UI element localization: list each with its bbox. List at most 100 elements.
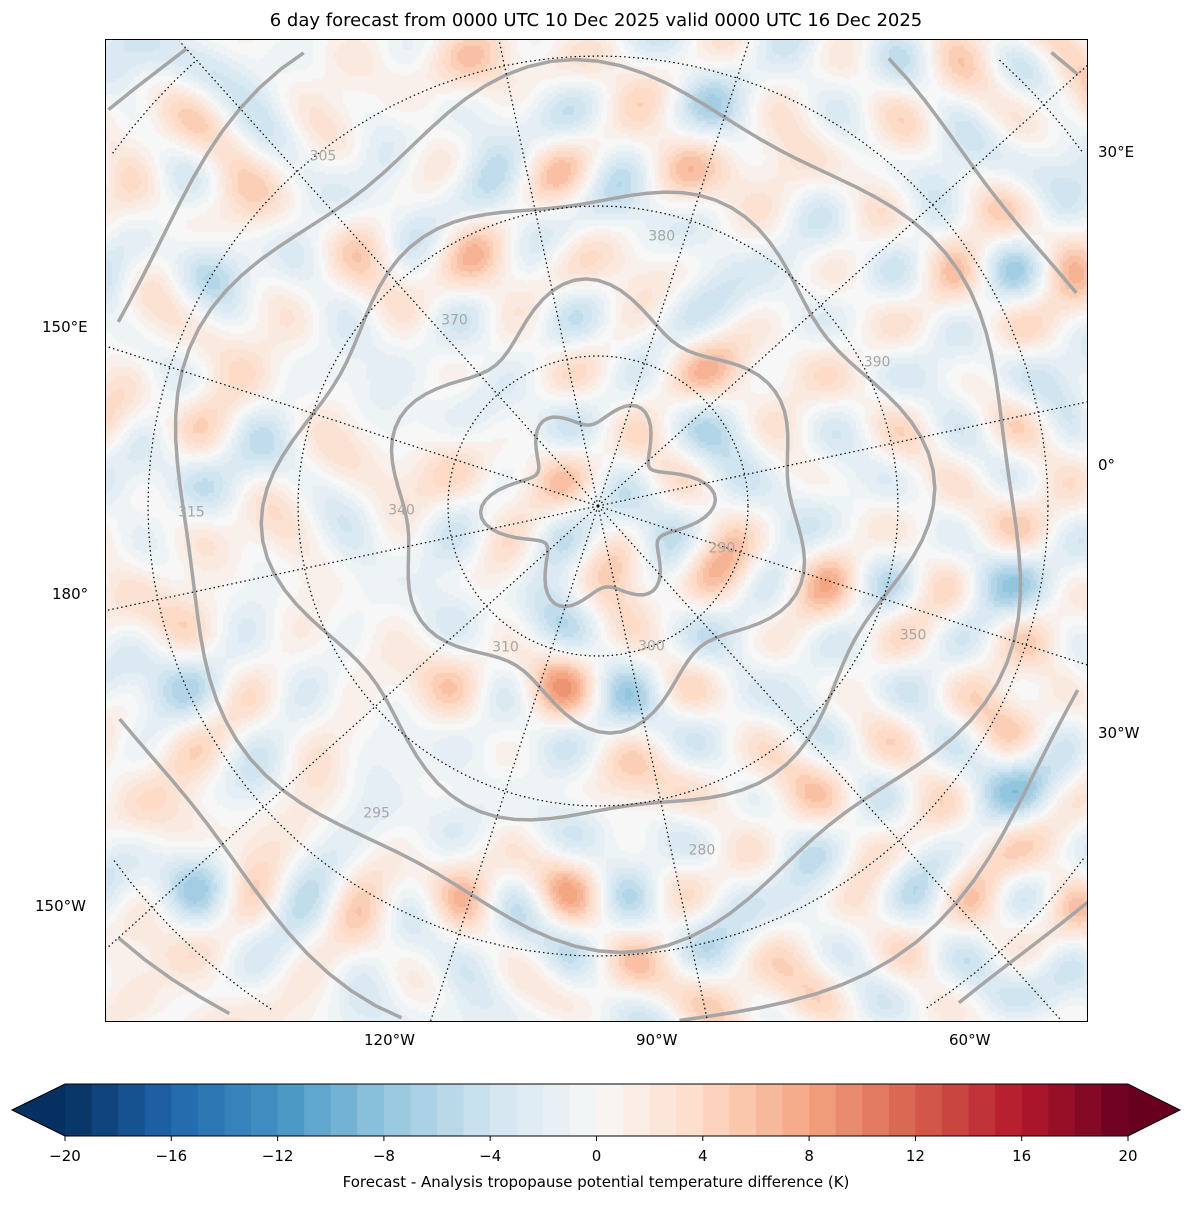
- theta-contour: [259, 190, 937, 822]
- colorbar-bin: [755, 1084, 784, 1136]
- colorbar-bin: [251, 1084, 279, 1136]
- lon-label-150w: 150°W: [35, 897, 86, 915]
- colorbar-bin: [91, 1084, 119, 1136]
- theta-contour: [478, 403, 718, 609]
- longitude-line: [106, 505, 599, 949]
- longitude-line: [597, 40, 750, 507]
- colorbar-bin: [888, 1084, 916, 1136]
- lon-label-30e: 30°E: [1098, 143, 1135, 161]
- latitude-circle: [147, 55, 1049, 957]
- colorbar-bin: [569, 1084, 597, 1136]
- colorbar-bin: [915, 1084, 943, 1136]
- colorbar-extend-high: [1128, 1084, 1180, 1136]
- forecast-map: 290 300 310 340 370 380 390 350 280 295 315 305: [105, 39, 1088, 1022]
- longitude-line: [178, 40, 599, 507]
- map-overlay: 290 300 310 340 370 380 390 350 280 295 315 305: [106, 40, 1087, 1021]
- colorbar-bin: [782, 1084, 810, 1136]
- colorbar-bin: [197, 1084, 225, 1136]
- colorbar-bin: [383, 1084, 411, 1136]
- colorbar-bin: [941, 1084, 970, 1136]
- longitude-line: [597, 401, 1087, 507]
- longitude-line: [597, 64, 1087, 507]
- contour-label: 295: [363, 805, 390, 821]
- theta-contour: [116, 51, 1080, 1021]
- temperature-difference-field: [106, 40, 1087, 1021]
- lon-label-90w: 90°W: [636, 1031, 678, 1049]
- contour-label: 340: [388, 503, 415, 519]
- longitude-line: [106, 345, 599, 507]
- colorbar-bin: [676, 1084, 704, 1136]
- longitude-line: [597, 505, 1087, 666]
- colorbar-bin: [516, 1084, 544, 1136]
- contour-label: 290: [709, 541, 736, 557]
- colorbar-bin: [144, 1084, 172, 1136]
- contour-label: 380: [648, 229, 675, 245]
- colorbar-bin: [65, 1084, 93, 1136]
- colorbar-bin: [1074, 1084, 1102, 1136]
- contour-label: 350: [900, 628, 927, 644]
- colorbar-bin: [171, 1084, 199, 1136]
- colorbar-bin: [968, 1084, 996, 1136]
- colorbar-bin: [490, 1084, 518, 1136]
- colorbar-bin: [543, 1084, 571, 1136]
- longitude-line: [597, 505, 709, 1021]
- lon-label-30w: 30°W: [1098, 724, 1140, 742]
- lon-label-150e: 150°E: [42, 318, 88, 336]
- contour-label: 390: [864, 355, 891, 371]
- colorbar-bin: [835, 1084, 863, 1136]
- colorbar-tick-label: −4: [479, 1147, 502, 1165]
- longitude-line: [429, 505, 599, 1021]
- colorbar-bin: [809, 1084, 837, 1136]
- contour-label: 310: [492, 640, 519, 656]
- contour-label: 305: [310, 149, 337, 165]
- contour-label: 315: [178, 504, 205, 520]
- colorbar-tick-label: 4: [698, 1147, 708, 1165]
- contour-label: 300: [638, 639, 665, 655]
- colorbar-bin: [224, 1084, 252, 1136]
- colorbar-bin: [623, 1084, 651, 1136]
- colorbar-tick-label: 12: [905, 1147, 925, 1165]
- colorbar-bin: [995, 1084, 1023, 1136]
- colorbar-tick-label: −8: [372, 1147, 395, 1165]
- longitude-line: [106, 505, 599, 611]
- lon-label-60w: 60°W: [949, 1031, 991, 1049]
- theta-contour: [107, 47, 1087, 1016]
- colorbar-bin: [437, 1084, 465, 1136]
- contour-label: 370: [441, 312, 468, 328]
- colorbar-bin: [862, 1084, 890, 1136]
- lon-label-0: 0°: [1098, 456, 1116, 474]
- colorbar-bin: [729, 1084, 757, 1136]
- lon-label-120w: 120°W: [364, 1031, 415, 1049]
- colorbar-bin: [410, 1084, 438, 1136]
- colorbar-tick-label: 20: [1118, 1147, 1138, 1165]
- colorbar-bin: [463, 1084, 491, 1136]
- colorbar-tick-label: −12: [261, 1147, 294, 1165]
- colorbar-tick-label: −16: [155, 1147, 188, 1165]
- theta-contour: [173, 57, 1023, 955]
- colorbar-tick-label: 0: [591, 1147, 602, 1165]
- colorbar-tick-label: −20: [49, 1147, 81, 1165]
- figure-title: 6 day forecast from 0000 UTC 10 Dec 2025…: [269, 10, 923, 31]
- colorbar-label: Forecast - Analysis tropopause potential…: [342, 1173, 850, 1191]
- colorbar-tick-label: 8: [804, 1147, 814, 1165]
- colorbar-bin: [277, 1084, 305, 1136]
- longitude-line: [597, 505, 1063, 1021]
- colorbar-bin: [330, 1084, 358, 1136]
- colorbar-tick-label: 16: [1012, 1147, 1032, 1165]
- colorbar-extend-low: [12, 1084, 65, 1136]
- longitude-line: [498, 40, 599, 507]
- colorbar-bin: [702, 1084, 730, 1136]
- theta-contour: [389, 277, 807, 735]
- colorbar-bin: [1021, 1084, 1049, 1136]
- colorbar-bin: [596, 1084, 624, 1136]
- colorbar: [10, 1083, 1182, 1141]
- colorbar-bin: [304, 1084, 332, 1136]
- latitude-circle: [297, 205, 899, 807]
- colorbar-bin: [1101, 1084, 1129, 1136]
- colorbar-bin: [649, 1084, 677, 1136]
- contour-label: 280: [689, 843, 716, 859]
- colorbar-bin: [357, 1084, 385, 1136]
- colorbar-bin: [118, 1084, 146, 1136]
- colorbar-bin: [1048, 1084, 1076, 1136]
- lon-label-180: 180°: [52, 585, 89, 603]
